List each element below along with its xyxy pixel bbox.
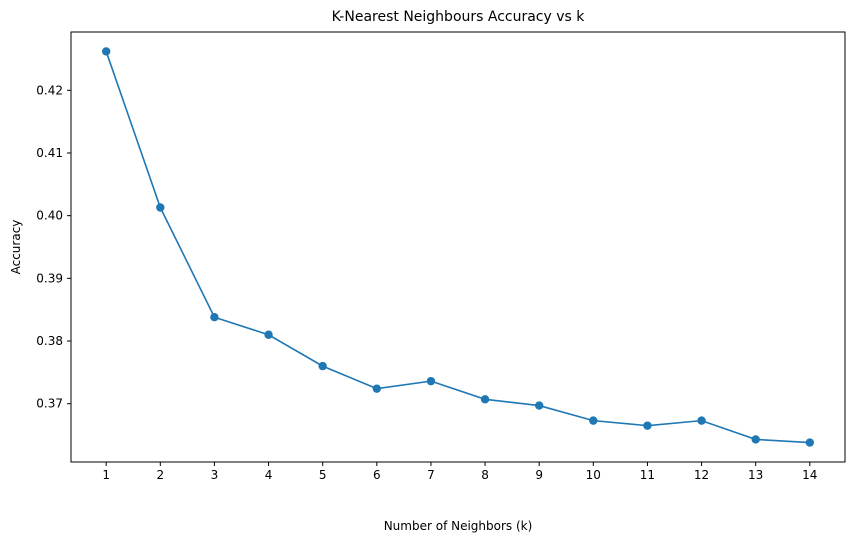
x-tick-label: 14 [802, 468, 817, 482]
x-tick-label: 8 [481, 468, 489, 482]
data-point [318, 361, 327, 371]
data-point [156, 203, 165, 212]
chart-title: K-Nearest Neighbours Accuracy vs k [332, 9, 586, 25]
y-tick-label: 0.39 [36, 271, 63, 285]
data-point [534, 401, 544, 410]
y-tick-label: 0.40 [36, 209, 63, 223]
y-axis-label: Accuracy [9, 220, 23, 275]
x-tick-label: 11 [640, 468, 655, 482]
x-tick-label: 12 [694, 468, 709, 482]
x-tick-label: 7 [427, 468, 435, 482]
x-tick-label: 1 [102, 468, 110, 482]
y-tick-label: 0.42 [36, 83, 63, 97]
data-point [372, 384, 382, 393]
data-point [697, 416, 706, 425]
x-tick-label: 10 [586, 468, 601, 482]
plot-frame [70, 31, 846, 463]
data-point [751, 435, 760, 444]
data-point [480, 395, 490, 404]
x-axis-ticks: 1 2 3 4 5 6 7 8 9 10 11 12 13 14 [102, 462, 817, 482]
plot-area [71, 32, 845, 462]
y-tick-label: 0.37 [36, 397, 63, 411]
x-tick-label: 13 [748, 468, 763, 482]
data-point [210, 313, 219, 322]
data-point [643, 421, 652, 430]
y-tick-label: 0.38 [36, 334, 63, 348]
data-point [589, 416, 598, 425]
data-point [805, 438, 815, 447]
x-tick-label: 3 [211, 468, 219, 482]
y-tick-label: 0.41 [36, 146, 63, 160]
series-layer [101, 47, 815, 447]
y-axis-ticks: 0.37 0.38 0.39 0.40 0.41 0.42 [36, 83, 71, 411]
x-tick-label: 2 [156, 468, 164, 482]
data-point [264, 330, 273, 339]
series-line [105, 51, 810, 444]
data-point [426, 376, 436, 386]
x-tick-label: 6 [373, 468, 381, 482]
x-tick-label: 4 [265, 468, 273, 482]
x-axis-label: Number of Neighbors (k) [384, 519, 533, 533]
x-tick-label: 9 [535, 468, 543, 482]
data-point [101, 47, 111, 56]
x-tick-label: 5 [319, 468, 327, 482]
